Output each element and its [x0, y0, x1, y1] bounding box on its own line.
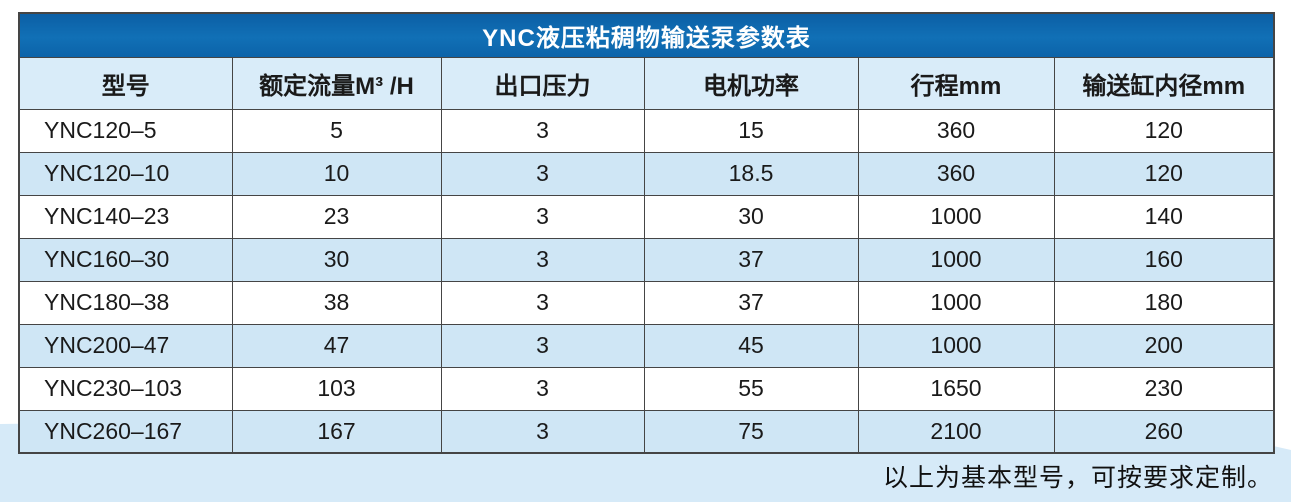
model-cell: YNC140–23 — [18, 194, 233, 239]
stroke-cell: 360 — [857, 151, 1055, 196]
motor-power-cell: 45 — [643, 323, 859, 368]
rated-flow-cell: 47 — [231, 323, 442, 368]
table-title-row: YNC液压粘稠物输送泵参数表 — [18, 12, 1275, 58]
cylinder-bore-cell: 160 — [1053, 237, 1275, 282]
outlet-pressure-cell: 3 — [440, 194, 645, 239]
table-row: YNC120–10 10 3 18.5 360 120 — [18, 151, 1275, 196]
footnote: 以上为基本型号，可按要求定制。 — [882, 464, 1273, 492]
rated-flow-cell: 30 — [231, 237, 442, 282]
column-header-model: 型号 — [18, 56, 233, 110]
rated-flow-cell: 38 — [231, 280, 442, 325]
outlet-pressure-cell: 3 — [440, 280, 645, 325]
stroke-cell: 1000 — [857, 194, 1055, 239]
model-cell: YNC230–103 — [18, 366, 233, 411]
motor-power-cell: 37 — [643, 280, 859, 325]
rated-flow-cell: 103 — [231, 366, 442, 411]
column-header-motor-power: 电机功率 — [643, 56, 859, 110]
table-header-row: 型号 额定流量M³ /H 出口压力 电机功率 行程mm 输送缸内径mm — [18, 56, 1275, 110]
cylinder-bore-cell: 120 — [1053, 151, 1275, 196]
rated-flow-cell: 10 — [231, 151, 442, 196]
model-cell: YNC260–167 — [18, 409, 233, 454]
model-cell: YNC200–47 — [18, 323, 233, 368]
table-row: YNC140–23 23 3 30 1000 140 — [18, 194, 1275, 239]
cylinder-bore-cell: 120 — [1053, 108, 1275, 153]
table-row: YNC180–38 38 3 37 1000 180 — [18, 280, 1275, 325]
model-cell: YNC120–10 — [18, 151, 233, 196]
column-header-stroke: 行程mm — [857, 56, 1055, 110]
cylinder-bore-cell: 260 — [1053, 409, 1275, 454]
outlet-pressure-cell: 3 — [440, 108, 645, 153]
outlet-pressure-cell: 3 — [440, 237, 645, 282]
model-cell: YNC120–5 — [18, 108, 233, 153]
table-row: YNC260–167 167 3 75 2100 260 — [18, 409, 1275, 454]
stroke-cell: 1000 — [857, 280, 1055, 325]
stroke-cell: 1650 — [857, 366, 1055, 411]
outlet-pressure-cell: 3 — [440, 323, 645, 368]
cylinder-bore-cell: 200 — [1053, 323, 1275, 368]
rated-flow-cell: 23 — [231, 194, 442, 239]
motor-power-cell: 15 — [643, 108, 859, 153]
model-cell: YNC160–30 — [18, 237, 233, 282]
table-row: YNC120–5 5 3 15 360 120 — [18, 108, 1275, 153]
table-row: YNC160–30 30 3 37 1000 160 — [18, 237, 1275, 282]
outlet-pressure-cell: 3 — [440, 409, 645, 454]
motor-power-cell: 30 — [643, 194, 859, 239]
stroke-cell: 360 — [857, 108, 1055, 153]
pump-spec-table: YNC液压粘稠物输送泵参数表 型号 额定流量M³ /H 出口压力 电机功率 行程… — [18, 12, 1276, 454]
rated-flow-cell: 167 — [231, 409, 442, 454]
cylinder-bore-cell: 230 — [1053, 366, 1275, 411]
stroke-cell: 1000 — [857, 323, 1055, 368]
table-body: YNC120–5 5 3 15 360 120 YNC120–10 10 3 1… — [18, 108, 1275, 454]
column-header-cylinder-bore: 输送缸内径mm — [1053, 56, 1275, 110]
cylinder-bore-cell: 180 — [1053, 280, 1275, 325]
table-row: YNC230–103 103 3 55 1650 230 — [18, 366, 1275, 411]
outlet-pressure-cell: 3 — [440, 366, 645, 411]
column-header-outlet-pressure: 出口压力 — [440, 56, 645, 110]
stroke-cell: 2100 — [857, 409, 1055, 454]
motor-power-cell: 55 — [643, 366, 859, 411]
outlet-pressure-cell: 3 — [440, 151, 645, 196]
motor-power-cell: 18.5 — [643, 151, 859, 196]
motor-power-cell: 75 — [643, 409, 859, 454]
table-title: YNC液压粘稠物输送泵参数表 — [18, 12, 1275, 58]
table-row: YNC200–47 47 3 45 1000 200 — [18, 323, 1275, 368]
motor-power-cell: 37 — [643, 237, 859, 282]
model-cell: YNC180–38 — [18, 280, 233, 325]
cylinder-bore-cell: 140 — [1053, 194, 1275, 239]
column-header-rated-flow: 额定流量M³ /H — [231, 56, 442, 110]
rated-flow-cell: 5 — [231, 108, 442, 153]
stroke-cell: 1000 — [857, 237, 1055, 282]
